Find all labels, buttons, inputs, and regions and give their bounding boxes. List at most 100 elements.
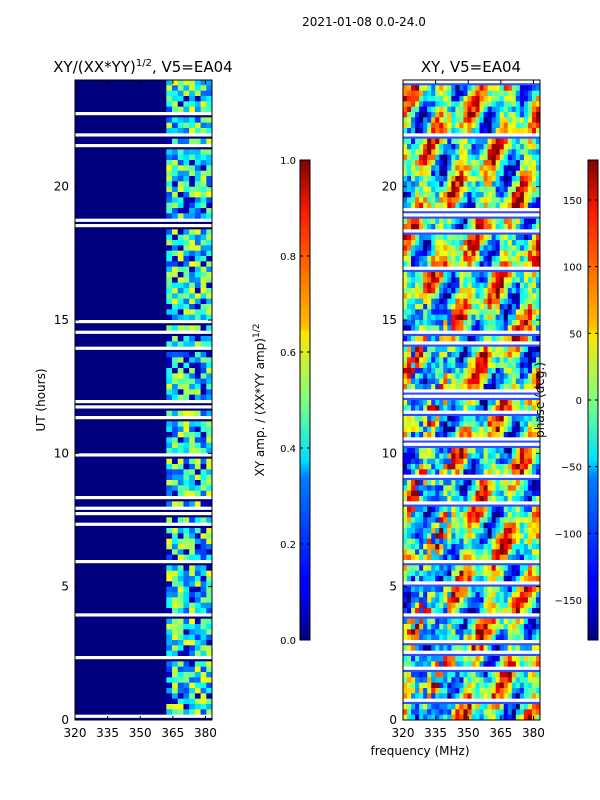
left-title-main: XY/(XX*YY) <box>53 58 136 76</box>
right-heatmap-cell <box>419 645 424 652</box>
right-heatmap-cell <box>419 181 424 188</box>
right-heatmap-cell <box>411 538 416 545</box>
right-heatmap-cell <box>427 522 432 529</box>
left-heatmap-cell <box>200 389 207 396</box>
right-heatmap-cell <box>527 272 533 278</box>
right-heatmap-cell <box>471 256 476 262</box>
right-heatmap-cell <box>455 634 460 641</box>
right-heatmap-cell <box>479 368 484 374</box>
right-heatmap-cell <box>523 234 529 241</box>
right-heatmap-cell <box>415 656 420 662</box>
right-heatmap-cell <box>443 90 448 97</box>
right-heatmap-cell <box>507 277 513 284</box>
right-heatmap-cell <box>491 677 497 684</box>
right-heatmap-cell <box>523 624 529 630</box>
right-heatmap-cell <box>403 384 408 390</box>
left-heatmap-cell <box>172 570 179 577</box>
right-heatmap-cell <box>499 677 505 684</box>
right-heatmap-cell <box>503 320 509 326</box>
right-heatmap-cell <box>427 464 432 470</box>
right-heatmap-cell <box>439 192 444 198</box>
right-heatmap-cell <box>463 234 468 241</box>
left-heatmap-cell <box>183 240 190 246</box>
left-heatmap-cell <box>200 592 207 598</box>
right-heatmap-cell <box>491 634 497 641</box>
left-heatmap-cell <box>183 154 190 161</box>
right-heatmap-cell <box>427 688 432 694</box>
right-heatmap-cell <box>495 608 501 614</box>
left-heatmap-cell <box>166 282 173 289</box>
right-heatmap-cell <box>407 512 412 518</box>
right-heatmap-cell <box>511 709 517 716</box>
right-heatmap-cell <box>419 496 424 502</box>
right-heatmap-cell <box>527 149 533 156</box>
right-heatmap-cell <box>479 128 484 134</box>
right-heatmap-cell <box>471 416 476 422</box>
left-heatmap-cell <box>189 314 196 321</box>
right-heatmap-cell <box>459 506 464 513</box>
left-heatmap-cell <box>183 576 190 582</box>
left-heatmap-cell <box>189 549 196 556</box>
right-heatmap-cell <box>455 250 460 257</box>
right-heatmap-cell <box>523 704 529 710</box>
right-heatmap-cell <box>431 618 436 625</box>
right-heatmap-cell <box>499 149 505 156</box>
left-heatmap-cell <box>189 384 196 390</box>
right-xtick-label: 365 <box>489 726 512 740</box>
right-heatmap-cell <box>419 282 424 289</box>
right-heatmap-cell <box>403 197 408 204</box>
right-heatmap-cell <box>419 176 424 182</box>
left-heatmap-cell <box>200 437 207 444</box>
right-heatmap-cell <box>463 517 468 524</box>
right-heatmap-cell <box>423 485 428 492</box>
right-heatmap-cell <box>467 634 472 641</box>
right-heatmap-cell <box>431 693 436 700</box>
left-heatmap-cell <box>177 672 184 678</box>
right-heatmap-cell <box>495 656 501 662</box>
right-heatmap-cell <box>431 416 436 422</box>
left-heatmap-cell <box>206 357 212 364</box>
left-heatmap-cell <box>172 698 179 705</box>
left-heatmap-cell <box>166 624 173 630</box>
left-gap-row <box>75 714 212 718</box>
right-heatmap-cell <box>475 576 480 582</box>
right-heatmap-cell <box>527 106 533 113</box>
left-heatmap-cell <box>206 352 212 358</box>
right-heatmap-cell <box>451 688 456 694</box>
right-heatmap-cell <box>423 656 428 662</box>
right-heatmap-cell <box>423 469 428 476</box>
left-heatmap-cell <box>200 634 207 641</box>
right-heatmap-cell <box>503 149 509 156</box>
right-heatmap-cell <box>403 634 408 641</box>
right-heatmap-cell <box>435 218 440 225</box>
right-heatmap-cell <box>419 677 424 684</box>
right-heatmap-cell <box>451 373 456 380</box>
left-heatmap-cell <box>200 602 207 609</box>
right-heatmap-cell <box>431 544 436 550</box>
right-heatmap-cell <box>487 421 493 428</box>
left-heatmap-cell <box>183 176 190 182</box>
right-heatmap-cell <box>403 538 408 545</box>
left-heatmap-cell <box>183 581 190 588</box>
right-heatmap-cell <box>467 160 472 166</box>
right-heatmap-cell <box>479 672 484 678</box>
right-heatmap-cell <box>519 240 525 246</box>
right-heatmap-cell <box>447 298 452 305</box>
left-heatmap-cell <box>200 85 207 92</box>
right-heatmap-cell <box>403 549 408 556</box>
right-heatmap-cell <box>483 373 489 380</box>
right-heatmap-cell <box>495 234 501 241</box>
right-heatmap-cell <box>411 597 416 604</box>
left-heatmap-cell <box>200 96 207 102</box>
right-heatmap-cell <box>491 405 497 412</box>
right-heatmap-cell <box>443 544 448 550</box>
left-heatmap-cell <box>200 117 207 124</box>
right-heatmap-cell <box>519 458 525 465</box>
right-heatmap-cell <box>515 117 521 124</box>
left-heatmap-cell <box>206 421 212 428</box>
left-heatmap-cell <box>166 432 173 438</box>
right-heatmap-cell <box>435 288 440 294</box>
right-heatmap-cell <box>423 533 428 540</box>
left-heatmap-cell <box>177 624 184 630</box>
